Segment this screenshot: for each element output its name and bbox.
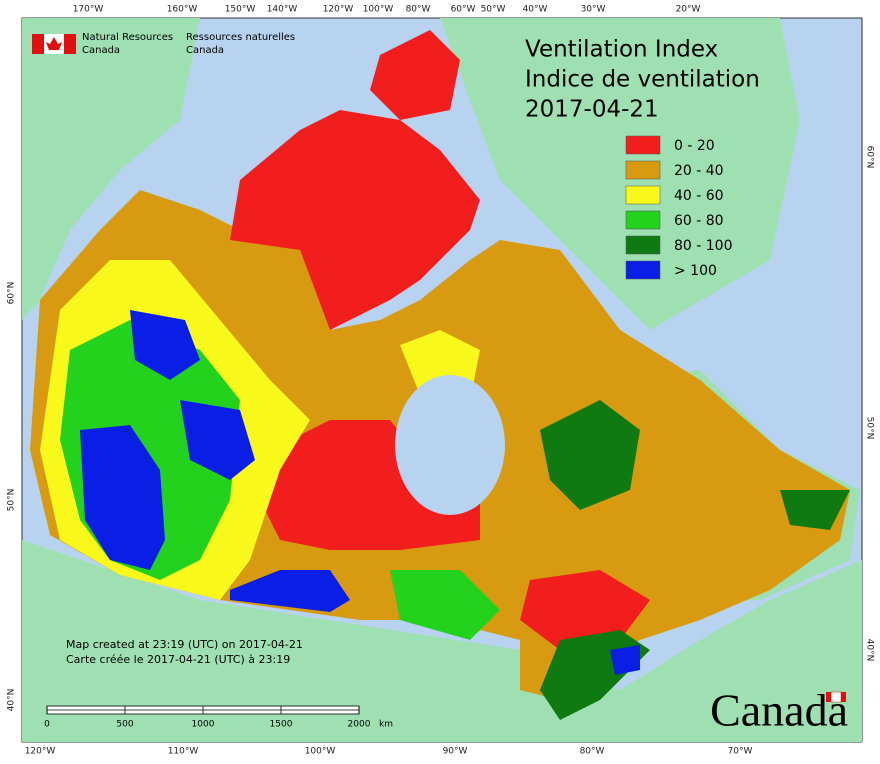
top-lon-label: 80°W — [406, 5, 431, 15]
logo-en-1: Natural Resources — [82, 32, 173, 43]
top-lon-label: 150°W — [225, 5, 256, 15]
top-lon-label: 30°W — [581, 5, 606, 15]
legend-label: > 100 — [674, 263, 717, 279]
logo-fr-1: Ressources naturelles — [186, 32, 295, 43]
top-lon-label: 160°W — [167, 5, 198, 15]
legend-swatch — [625, 210, 661, 230]
footnote-1: Map created at 23:19 (UTC) on 2017-04-21 — [66, 638, 303, 651]
bottom-lon-label: 90°W — [443, 747, 468, 757]
top-lon-label: 120°W — [323, 5, 354, 15]
flag — [32, 34, 76, 54]
top-lon-label: 60°W — [451, 5, 476, 15]
legend: 0 - 20 20 - 40 40 - 60 60 - 80 80 - 100 > 100 — [625, 135, 733, 280]
title-date: 2017-04-21 — [525, 97, 659, 123]
bottom-lon-label: 70°W — [728, 747, 753, 757]
legend-swatch — [625, 160, 661, 180]
legend-label: 0 - 20 — [674, 138, 715, 154]
bottom-lon-label: 80°W — [580, 747, 605, 757]
legend-swatch — [625, 235, 661, 255]
right-lat-label: 50°N — [865, 417, 875, 440]
left-lat-label: 60°N — [7, 282, 17, 305]
top-lon-label: 50°W — [481, 5, 506, 15]
scale-bar: 0 500 1000 1500 2000 km — [44, 705, 393, 730]
title-line1: Ventilation Index — [525, 37, 718, 63]
title-line2: Indice de ventilation — [525, 67, 760, 93]
legend-swatch — [625, 260, 661, 280]
hudson-bay — [395, 375, 505, 515]
right-lat-label: 60°N — [865, 146, 875, 169]
graticule-labels: 170°W 160°W 150°W 140°W 120°W 100°W 80°W 60°W 50… — [7, 5, 875, 757]
scale-unit: km — [379, 720, 393, 730]
wordmark: Canada — [710, 685, 848, 736]
left-lat-label: 50°N — [7, 489, 17, 512]
scale-label: 500 — [116, 720, 133, 730]
bottom-lon-label: 110°W — [168, 747, 199, 757]
bottom-lon-label: 100°W — [305, 747, 336, 757]
left-lat-label: 40°N — [7, 689, 17, 712]
legend-label: 60 - 80 — [674, 213, 724, 229]
legend-swatch — [625, 135, 661, 155]
legend-label: 80 - 100 — [674, 238, 733, 254]
top-lon-label: 20°W — [676, 5, 701, 15]
scale-label: 2000 — [348, 720, 371, 730]
top-lon-label: 140°W — [267, 5, 298, 15]
wordmark-flag — [826, 691, 846, 703]
legend-label: 20 - 40 — [674, 163, 724, 179]
top-lon-label: 40°W — [523, 5, 548, 15]
scale-label: 1500 — [270, 720, 293, 730]
right-lat-label: 40°N — [865, 639, 875, 662]
top-lon-label: 170°W — [73, 5, 104, 15]
scale-label: 0 — [44, 720, 50, 730]
footnote-2: Carte créée le 2017-04-21 (UTC) à 23:19 — [66, 653, 290, 666]
bottom-lon-label: 120°W — [25, 747, 56, 757]
logo-fr-2: Canada — [186, 45, 224, 56]
legend-label: 40 - 60 — [674, 188, 724, 204]
logo-en-2: Canada — [82, 45, 120, 56]
scale-label: 1000 — [192, 720, 215, 730]
top-lon-label: 100°W — [363, 5, 394, 15]
legend-swatch — [625, 185, 661, 205]
